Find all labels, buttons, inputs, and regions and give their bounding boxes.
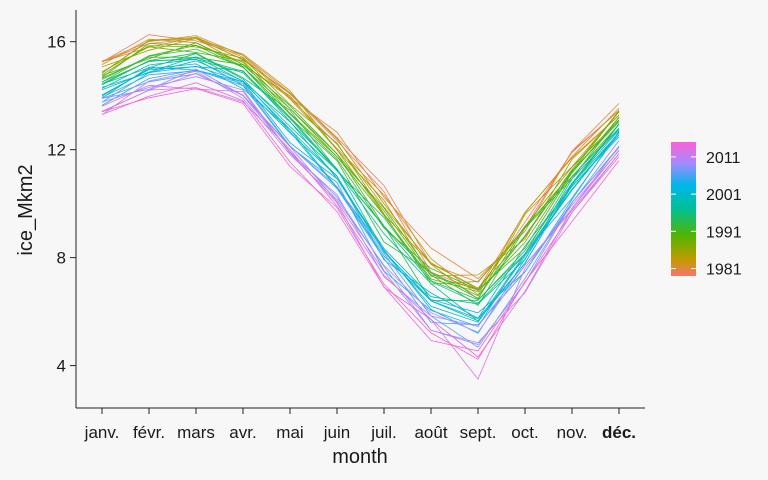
y-axis: 4 8 12 16 — [47, 10, 77, 408]
x-tick-label: déc. — [602, 423, 636, 442]
series-line-2010 — [101, 70, 620, 333]
series-line-1993 — [101, 48, 620, 297]
series-line-1996 — [101, 57, 620, 304]
series-line-1995 — [101, 58, 620, 301]
y-ticks: 4 8 12 16 — [47, 33, 76, 376]
legend-label: 1981 — [706, 262, 742, 279]
y-axis-title: ice_Mkm2 — [15, 164, 37, 255]
x-tick-label: oct. — [511, 423, 538, 442]
series-line-2014 — [101, 82, 620, 352]
legend-colorbar — [671, 142, 696, 276]
x-tick-label: mars — [177, 423, 215, 442]
series-lines — [101, 34, 620, 380]
x-tick-label: févr. — [133, 423, 165, 442]
y-tick-label: 4 — [57, 357, 66, 376]
legend-label: 1991 — [706, 224, 742, 241]
x-tick-label: avr. — [229, 423, 256, 442]
y-tick-label: 12 — [47, 141, 66, 160]
legend-ticks: 2011 2001 1991 1981 — [671, 150, 742, 279]
x-tick-label: mai — [276, 423, 303, 442]
series-line-2012 — [101, 87, 620, 380]
series-line-1997 — [101, 53, 620, 322]
series-line-1994 — [101, 52, 620, 302]
series-line-2000 — [101, 58, 620, 323]
y-tick-label: 8 — [57, 249, 66, 268]
x-tick-label: juin — [323, 423, 350, 442]
legend-label: 2011 — [706, 150, 741, 167]
series-line-1999 — [101, 56, 620, 322]
series-line-2001 — [101, 63, 620, 319]
legend-label: 2001 — [706, 187, 742, 204]
series-line-1998 — [101, 66, 620, 305]
series-line-2015 — [101, 88, 620, 360]
x-tick-label: sept. — [460, 423, 497, 442]
series-line-2006 — [101, 70, 620, 326]
x-tick-label: nov. — [557, 423, 588, 442]
legend: 2011 2001 1991 1981 — [671, 142, 742, 279]
series-line-1992 — [101, 56, 620, 306]
series-line-2002 — [101, 60, 620, 320]
x-tick-label: août — [414, 423, 447, 442]
series-line-1988 — [101, 46, 620, 290]
x-axis-title: month — [332, 446, 388, 468]
series-line-1990 — [101, 44, 620, 299]
series-line-1984 — [101, 38, 620, 277]
series-line-1980 — [101, 34, 620, 283]
series-line-2011 — [101, 72, 620, 344]
series-line-2003 — [101, 66, 620, 334]
x-ticks: janv. févr. mars avr. mai juin juil. août sept. o… — [84, 408, 636, 442]
series-line-2013 — [101, 84, 620, 358]
plot-panel — [101, 34, 620, 380]
x-tick-label: juil. — [370, 423, 397, 442]
series-line-2008 — [101, 68, 620, 345]
y-tick-label: 16 — [47, 33, 66, 52]
series-line-2007 — [101, 73, 620, 348]
series-line-1985 — [101, 36, 620, 300]
x-tick-label: janv. — [84, 423, 120, 442]
x-axis: janv. févr. mars avr. mai juin juil. août sept. o… — [76, 407, 645, 442]
